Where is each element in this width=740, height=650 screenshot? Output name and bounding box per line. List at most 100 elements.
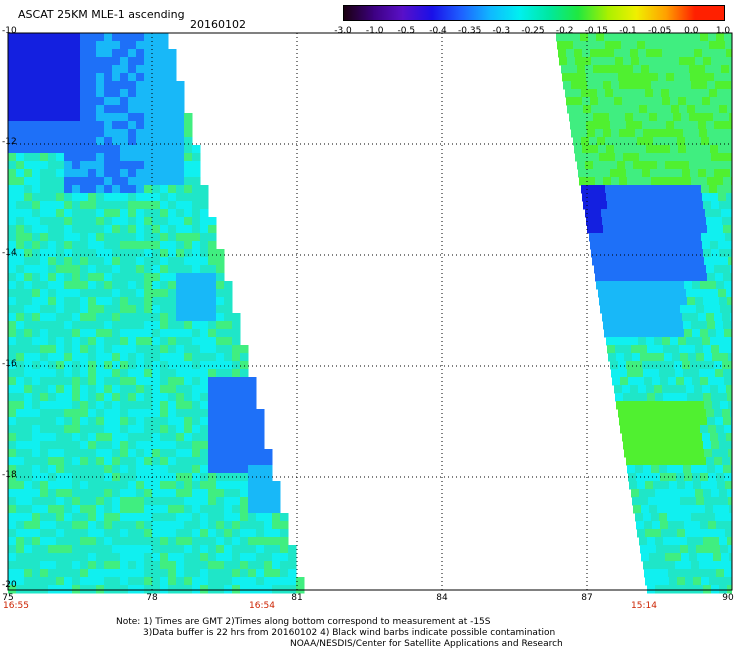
swath-cell [631,345,640,354]
swath-cell [136,569,145,578]
swath-cell [602,121,611,130]
swath-cell [80,65,89,74]
swath-cell [96,321,105,330]
swath-cell [80,465,89,474]
swath-cell [216,297,225,306]
swath-cell [706,121,715,130]
swath-cell [651,81,660,90]
x-tick-label: 84 [436,593,448,603]
colorbar-segment [490,6,520,20]
swath-cell [128,97,137,106]
swath-cell [160,169,169,178]
swath-cell [112,305,121,314]
swath-cell [144,177,153,186]
swath-cell [216,577,225,586]
swath-cell [680,497,689,506]
swath-cell [594,265,603,274]
swath-cell [638,385,647,394]
swath-cell [32,377,41,386]
swath-cell [56,161,65,170]
swath-cell [32,177,41,186]
swath-cell [655,249,664,258]
swath-cell [176,113,185,122]
swath-cell [152,185,161,194]
swath-cell [685,481,694,490]
swath-cell [696,497,705,506]
swath-cell [707,225,716,234]
swath-cell [176,529,185,538]
swath-cell [24,313,33,322]
swath-cell [630,145,639,154]
swath-cell [240,537,249,546]
swath-cell [144,33,153,42]
swath-cell [655,585,664,594]
swath-cell [80,193,89,202]
swath-cell [208,577,217,586]
swath-cell [8,121,17,130]
swath-cell [232,393,241,402]
swath-cell [64,353,73,362]
swath-cell [668,329,677,338]
swath-cell [152,177,161,186]
swath-cell [192,449,201,458]
swath-cell [32,105,41,114]
swath-cell [280,545,289,554]
swath-cell [635,129,644,138]
swath-cell [656,401,665,410]
swath-cell [208,225,217,234]
swath-cell [689,209,698,218]
swath-cell [16,257,25,266]
swath-cell [160,361,169,370]
swath-cell [714,457,723,466]
swath-cell [80,433,89,442]
swath-cell [192,361,201,370]
swath-cell [24,97,33,106]
swath-cell [692,521,701,530]
swath-cell [686,433,695,442]
swath-cell [699,417,708,426]
swath-cell [687,249,696,258]
swath-cell [8,225,17,234]
swath-cell [720,257,729,266]
swath-cell [152,417,161,426]
swath-cell [40,97,49,106]
swath-cell [184,345,193,354]
swath-cell [40,321,49,330]
swath-cell [637,41,646,50]
swath-cell [88,377,97,386]
swath-cell [709,185,718,194]
swath-cell [272,529,281,538]
swath-cell [678,433,687,442]
swath-cell [691,369,700,378]
swath-cell [48,521,57,530]
swath-cell [684,33,693,42]
swath-cell [32,505,41,514]
swath-cell [96,425,105,434]
colorbar-segment [519,6,550,20]
swath-cell [176,337,185,346]
swath-cell [8,105,17,114]
swath-cell [88,265,97,274]
swath-cell [240,345,249,354]
swath-cell [660,33,669,42]
swath-cell [64,281,73,290]
swath-cell [64,97,73,106]
swath-cell [16,489,25,498]
swath-cell [613,185,622,194]
swath-cell [56,289,65,298]
swath-cell [136,321,145,330]
swath-cell [48,457,57,466]
swath-cell [608,305,617,314]
swath-cell [633,209,642,218]
swath-cell [611,129,620,138]
swath-cell [112,537,121,546]
swath-cell [112,241,121,250]
swath-cell [88,305,97,314]
swath-cell [88,97,97,106]
swath-cell [723,321,732,330]
swath-cell [32,169,41,178]
swath-cell [128,385,137,394]
swath-cell [192,217,201,226]
swath-cell [96,201,105,210]
swath-cell [659,513,668,522]
